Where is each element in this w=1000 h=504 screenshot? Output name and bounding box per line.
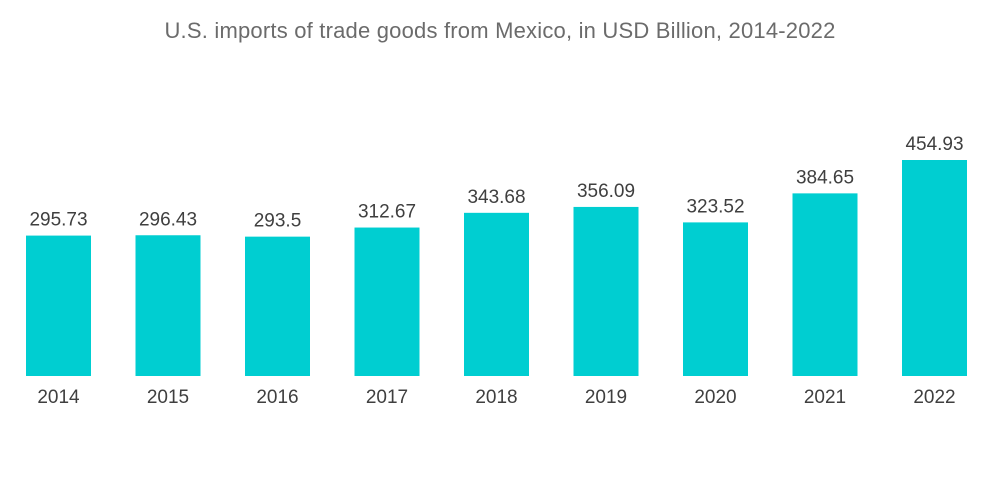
x-tick-label-2020: 2020 bbox=[694, 387, 736, 408]
data-label-2017: 312.67 bbox=[358, 202, 416, 223]
bar-2018 bbox=[464, 212, 529, 376]
x-tick-label-2016: 2016 bbox=[256, 387, 298, 408]
x-tick-label-2021: 2021 bbox=[804, 387, 846, 408]
bar-2017 bbox=[354, 227, 420, 376]
chart-title: U.S. imports of trade goods from Mexico,… bbox=[164, 18, 836, 43]
data-label-2015: 296.43 bbox=[139, 209, 197, 230]
bar-2014 bbox=[26, 235, 91, 376]
x-tick-label-2015: 2015 bbox=[147, 387, 189, 408]
data-label-2016: 293.5 bbox=[254, 211, 302, 232]
data-label-2018: 343.68 bbox=[467, 187, 525, 208]
data-label-2021: 384.65 bbox=[796, 167, 854, 188]
x-tick-label-2018: 2018 bbox=[475, 387, 517, 408]
bar-2019 bbox=[573, 206, 639, 376]
bar-2015 bbox=[135, 235, 201, 376]
data-label-2022: 454.93 bbox=[905, 134, 963, 155]
data-label-2014: 295.73 bbox=[29, 210, 87, 231]
x-tick-label-2022: 2022 bbox=[913, 387, 955, 408]
bar-2022 bbox=[902, 160, 967, 376]
bar-2021 bbox=[792, 193, 858, 376]
bar-2020 bbox=[683, 222, 748, 376]
bar-2016 bbox=[245, 236, 310, 376]
x-tick-label-2014: 2014 bbox=[37, 387, 80, 408]
x-tick-label-2019: 2019 bbox=[585, 387, 627, 408]
data-label-2020: 323.52 bbox=[686, 196, 744, 217]
x-tick-label-2017: 2017 bbox=[366, 387, 408, 408]
data-label-2019: 356.09 bbox=[577, 181, 635, 202]
